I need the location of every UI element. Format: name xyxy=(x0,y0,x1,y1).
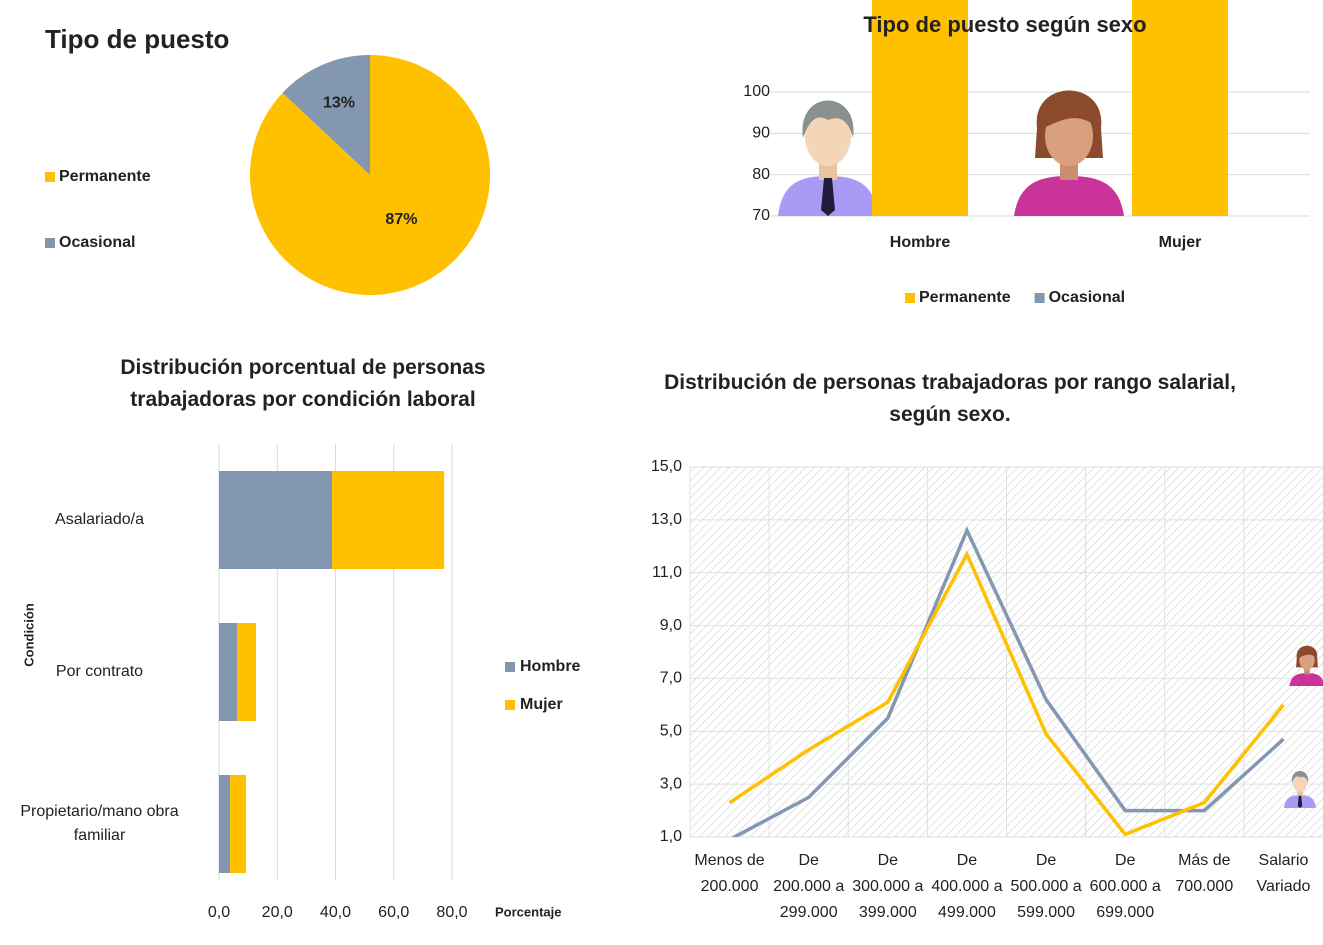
value-label: 87% xyxy=(385,211,417,228)
x-tick-label: Más de 700.000 xyxy=(1164,848,1244,900)
x-tick-label: Mujer xyxy=(1159,234,1202,251)
x-tick-label: De 400.000 a 499.000 xyxy=(927,848,1007,926)
legend-swatch xyxy=(505,662,515,672)
y-tick-label: 3,0 xyxy=(660,775,682,792)
chart-title: Tipo de puesto según sexo xyxy=(805,12,1205,38)
value-label: 13% xyxy=(323,95,355,112)
man-icon xyxy=(778,101,878,217)
x-tick-label: Menos de 200.000 xyxy=(690,848,770,900)
y-tick-label: 70 xyxy=(752,207,770,224)
x-tick-label: 80,0 xyxy=(436,904,467,921)
legend-label: Hombre xyxy=(520,658,581,675)
y-tick-label: 15,0 xyxy=(651,458,682,475)
bar-segment xyxy=(219,775,230,873)
x-tick-label: De 300.000 a 399.000 xyxy=(848,848,928,926)
bar-segment xyxy=(219,471,332,569)
y-tick-label: Por contrato xyxy=(0,646,199,698)
bar-segment xyxy=(237,623,256,721)
y-tick-label: 13,0 xyxy=(651,511,682,528)
x-tick-label: 0,0 xyxy=(208,904,230,921)
y-tick-label: 7,0 xyxy=(660,670,682,687)
legend-label: Ocasional xyxy=(1049,289,1125,306)
chart-title: Distribución porcentual de personas trab… xyxy=(83,352,523,416)
x-tick-label: Hombre xyxy=(890,234,951,251)
y-tick-label: 100 xyxy=(743,83,770,100)
legend-swatch xyxy=(505,700,515,710)
shirt xyxy=(1014,176,1124,216)
y-tick-label: 5,0 xyxy=(660,723,682,740)
y-tick-label: 90 xyxy=(752,125,770,142)
legend-label: Permanente xyxy=(919,289,1011,306)
y-tick-label: 1,0 xyxy=(660,828,682,845)
chart-title: Tipo de puesto xyxy=(45,24,229,55)
y-tick-label: 9,0 xyxy=(660,617,682,634)
y-tick-label: 80 xyxy=(752,166,770,183)
dashboard: 87% 13% Permanente Ocasional 70 80 90 100 Hombre… xyxy=(0,0,1323,945)
x-tick-label: Salario Variado xyxy=(1243,848,1323,900)
y-tick-label: Propietario/mano obra familiar xyxy=(0,798,199,850)
bar-segment xyxy=(230,775,246,873)
legend-label: Permanente xyxy=(59,168,151,185)
x-tick-label: 40,0 xyxy=(320,904,351,921)
legend-swatch xyxy=(1035,293,1045,303)
chart-title: Distribución de personas trabajadoras po… xyxy=(650,367,1250,431)
woman-icon xyxy=(1014,91,1124,217)
x-tick-label: 60,0 xyxy=(378,904,409,921)
y-tick-label: 11,0 xyxy=(652,564,682,581)
x-tick-label: De 600.000 a 699.000 xyxy=(1085,848,1165,926)
legend-label: Ocasional xyxy=(59,234,135,251)
bar-segment xyxy=(219,623,237,721)
legend-swatch xyxy=(45,172,55,182)
bar-segment xyxy=(332,471,444,569)
legend-swatch xyxy=(45,238,55,248)
y-tick-label: Asalariado/a xyxy=(0,494,199,546)
x-tick-label: De 200.000 a 299.000 xyxy=(769,848,849,926)
legend-swatch xyxy=(905,293,915,303)
x-axis-title: Porcentaje xyxy=(495,904,561,919)
legend-label: Mujer xyxy=(520,696,563,713)
x-tick-label: 20,0 xyxy=(262,904,293,921)
x-tick-label: De 500.000 a 599.000 xyxy=(1006,848,1086,926)
